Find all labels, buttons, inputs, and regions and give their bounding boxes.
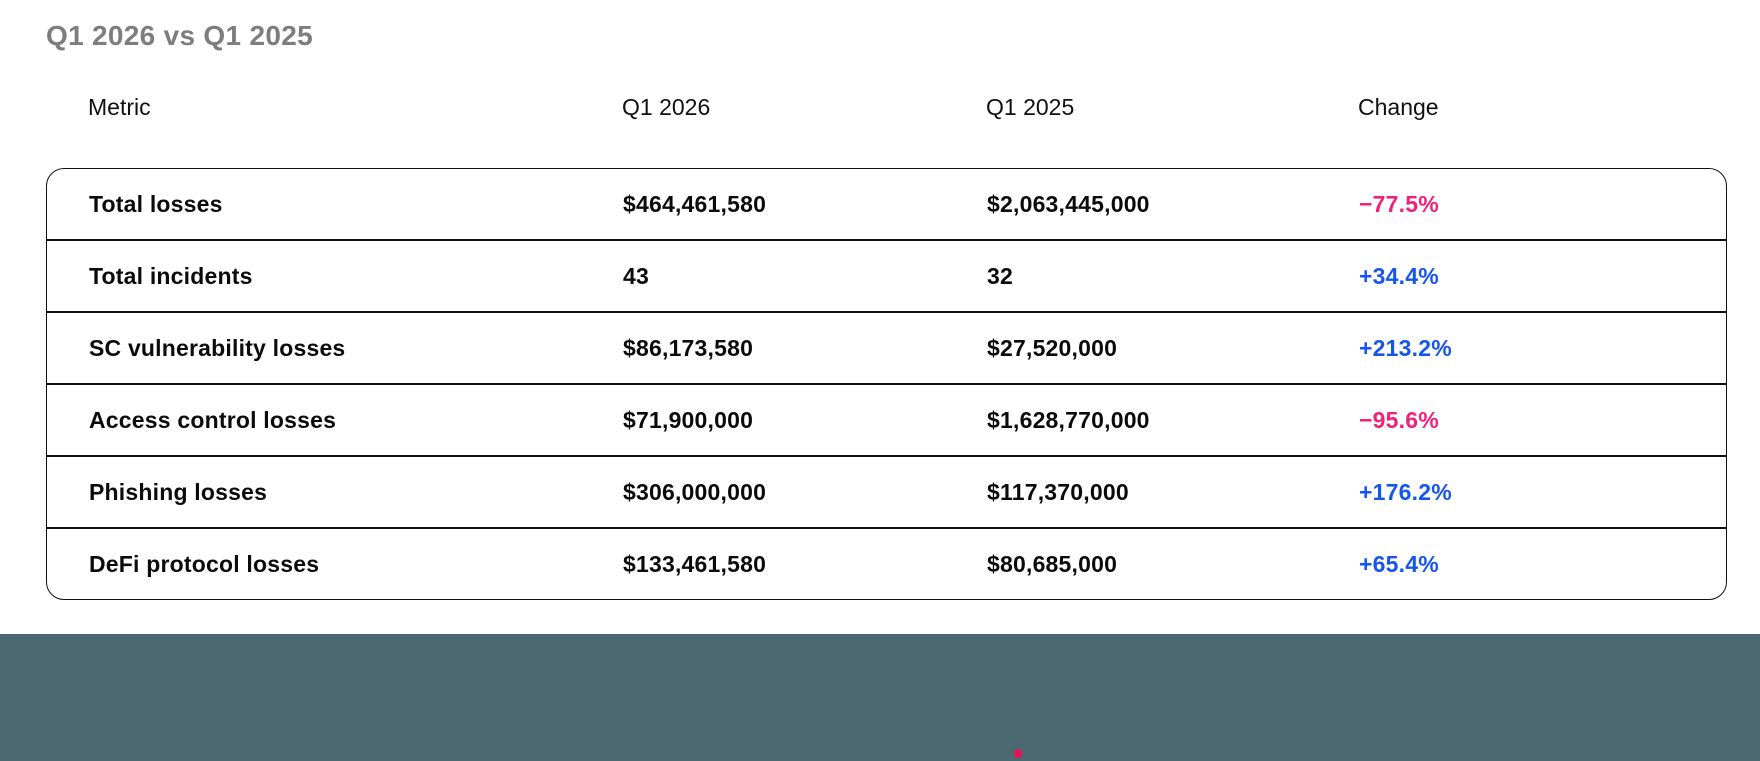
metric-cell: Total losses [89, 190, 223, 217]
table-row: DeFi protocol losses $133,461,580 $80,68… [47, 527, 1726, 599]
accent-dot [1014, 749, 1022, 758]
q1-2026-cell: $306,000,000 [623, 478, 767, 505]
metric-cell: Phishing losses [89, 478, 268, 505]
table-row: SC vulnerability losses $86,173,580 $27,… [47, 311, 1726, 383]
metric-cell: Total incidents [89, 262, 253, 289]
q1-2025-cell: $117,370,000 [987, 478, 1129, 505]
footer-band [0, 634, 1760, 761]
q1-2025-cell: $1,628,770,000 [987, 406, 1150, 433]
table-header-row: Metric Q1 2026 Q1 2025 Change [46, 94, 1727, 121]
q1-2025-cell: $27,520,000 [987, 334, 1118, 361]
table-row: Phishing losses $306,000,000 $117,370,00… [47, 455, 1726, 527]
table-row: Total incidents 43 32 +34.4% [47, 239, 1726, 311]
table-row: Total losses $464,461,580 $2,063,445,000… [47, 169, 1726, 239]
q1-2025-cell: $80,685,000 [987, 550, 1118, 577]
column-header-q1-2025: Q1 2025 [986, 94, 1075, 120]
change-cell: −95.6% [1359, 406, 1439, 433]
q1-2026-cell: $86,173,580 [623, 334, 754, 361]
change-cell: +65.4% [1359, 550, 1439, 577]
comparison-table: Total losses $464,461,580 $2,063,445,000… [46, 168, 1727, 600]
q1-2026-cell: $71,900,000 [623, 406, 754, 433]
metric-cell: Access control losses [89, 406, 337, 433]
q1-2026-cell: $464,461,580 [623, 190, 767, 217]
column-header-metric: Metric [88, 94, 151, 120]
q1-2026-cell: $133,461,580 [623, 550, 767, 577]
column-header-change: Change [1358, 94, 1439, 120]
q1-2025-cell: 32 [987, 262, 1013, 289]
metric-cell: SC vulnerability losses [89, 334, 346, 361]
change-cell: +213.2% [1359, 334, 1452, 361]
q1-2025-cell: $2,063,445,000 [987, 190, 1150, 217]
change-cell: +34.4% [1359, 262, 1439, 289]
table-row: Access control losses $71,900,000 $1,628… [47, 383, 1726, 455]
metric-cell: DeFi protocol losses [89, 550, 320, 577]
page-title: Q1 2026 vs Q1 2025 [46, 20, 313, 51]
change-cell: −77.5% [1359, 190, 1439, 217]
change-cell: +176.2% [1359, 478, 1452, 505]
q1-2026-cell: 43 [623, 262, 649, 289]
column-header-q1-2026: Q1 2026 [622, 94, 711, 120]
